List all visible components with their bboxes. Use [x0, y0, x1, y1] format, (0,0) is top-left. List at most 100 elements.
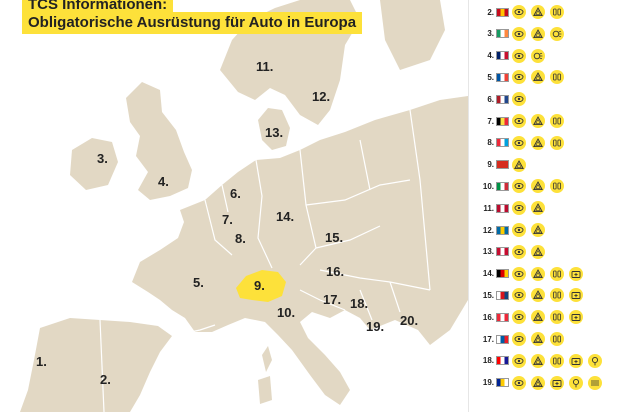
legend-row: 2. — [479, 3, 569, 21]
map-label-13: 13. — [265, 125, 284, 140]
map-label-11: 11. — [256, 59, 274, 74]
vest-icon — [512, 310, 526, 325]
lamp-icon — [531, 48, 545, 63]
bulb-icon — [550, 288, 564, 303]
legend-row-number: 8. — [487, 138, 494, 148]
firstaid-icon — [569, 353, 583, 368]
vest-icon — [512, 5, 526, 19]
vest-icon — [512, 114, 526, 128]
lamp-icon — [550, 26, 564, 41]
triangle-icon — [531, 353, 545, 368]
vest-icon — [512, 375, 526, 390]
legend-row-number: 7. — [487, 116, 494, 126]
legend-row-number: 4. — [487, 51, 494, 61]
country-flag-icon — [496, 290, 509, 300]
triangle-icon — [531, 114, 545, 128]
bulb-icon — [550, 332, 564, 346]
firstaid-icon — [569, 310, 583, 325]
legend-row: 16. — [479, 308, 588, 326]
firstaid-icon — [569, 266, 583, 281]
map-label-16: 16. — [326, 264, 345, 279]
legend-row: 19. — [479, 374, 607, 392]
legend-row-number: 6. — [487, 94, 494, 104]
firstaid-icon — [569, 288, 583, 303]
map-label-15: 15. — [325, 230, 344, 245]
tow-icon — [569, 375, 583, 390]
legend-row-number: 18. — [482, 356, 494, 366]
vest-icon — [512, 179, 526, 194]
legend-row: 15. — [479, 286, 588, 304]
country-flag-icon — [496, 94, 509, 104]
legend-row-number: 15. — [482, 290, 494, 300]
triangle-icon — [531, 179, 545, 194]
vest-icon — [512, 223, 526, 237]
country-flag-icon — [496, 116, 509, 126]
legend-row-number: 12. — [482, 225, 494, 235]
country-flag-icon — [496, 334, 509, 344]
legend-row-number: 19. — [482, 378, 494, 388]
country-flag-icon — [496, 29, 509, 39]
country-finland — [380, 0, 445, 70]
bulb-icon — [550, 70, 564, 85]
map-label-8: 8. — [235, 231, 246, 246]
bulb-icon — [550, 114, 564, 128]
country-flag-icon — [496, 225, 509, 235]
map-label-7: 7. — [222, 212, 233, 227]
map-label-4: 4. — [158, 174, 169, 189]
country-flag-icon — [496, 181, 509, 191]
legend-row: 18. — [479, 352, 607, 370]
map-label-10: 10. — [277, 305, 296, 320]
bulb-icon — [550, 5, 564, 19]
vest-icon — [512, 244, 526, 259]
triangle-icon — [531, 332, 545, 346]
country-flag-icon — [496, 312, 509, 322]
triangle-icon — [531, 375, 545, 390]
tow-icon — [588, 353, 602, 368]
vest-icon — [512, 70, 526, 85]
legend-row: 5. — [479, 68, 569, 86]
legend-row-number: 3. — [487, 29, 494, 39]
country-uk — [126, 82, 192, 200]
country-denmark — [258, 108, 290, 150]
bulb-icon — [550, 266, 564, 281]
country-ireland — [70, 138, 118, 190]
title-line-2: Obligatorische Ausrüstung für Auto in Eu… — [22, 12, 363, 34]
map-label-1: 1. — [36, 354, 47, 369]
country-flag-icon — [496, 269, 509, 279]
legend-row-number: 13. — [482, 247, 494, 257]
legend-row: 12. — [479, 221, 550, 239]
map-label-2: 2. — [100, 372, 111, 387]
legend-row-number: 11. — [483, 203, 494, 213]
bulb-icon — [550, 179, 564, 194]
map-label-19: 19. — [366, 319, 385, 334]
legend-panel: 2. 3. 4. 5. 6. 7. 8. 9. 10. 11. 12. 13. 14. 15. 16. 17.… — [468, 0, 630, 412]
vest-icon — [512, 135, 526, 150]
legend-row-number: 10. — [482, 181, 494, 191]
legend-row-number: 14. — [482, 269, 494, 279]
bulb-icon — [550, 135, 564, 150]
triangle-icon — [531, 223, 545, 237]
map-label-3: 3. — [97, 151, 108, 166]
map-label-17: 17. — [323, 292, 342, 307]
country-flag-icon — [496, 51, 509, 61]
country-flag-icon — [496, 72, 509, 82]
legend-row: 7. — [479, 112, 569, 130]
vest-icon — [512, 353, 526, 368]
map-label-9: 9. — [254, 278, 265, 293]
country-switzerland-highlight — [236, 270, 286, 302]
map-label-6: 6. — [230, 186, 241, 201]
triangle-icon — [531, 288, 545, 303]
legend-row-number: 9. — [487, 160, 494, 170]
vest-icon — [512, 266, 526, 281]
map-svg — [20, 0, 468, 412]
country-flag-icon — [496, 203, 509, 213]
triangle-icon — [512, 157, 526, 172]
vest-icon — [512, 288, 526, 303]
legend-row-number: 16. — [482, 312, 494, 322]
triangle-icon — [531, 26, 545, 41]
map-label-12: 12. — [312, 89, 331, 104]
europe-map: TCS Informationen: Obligatorische Ausrüs… — [20, 0, 468, 412]
rope-icon — [588, 375, 602, 390]
map-label-14: 14. — [276, 209, 295, 224]
